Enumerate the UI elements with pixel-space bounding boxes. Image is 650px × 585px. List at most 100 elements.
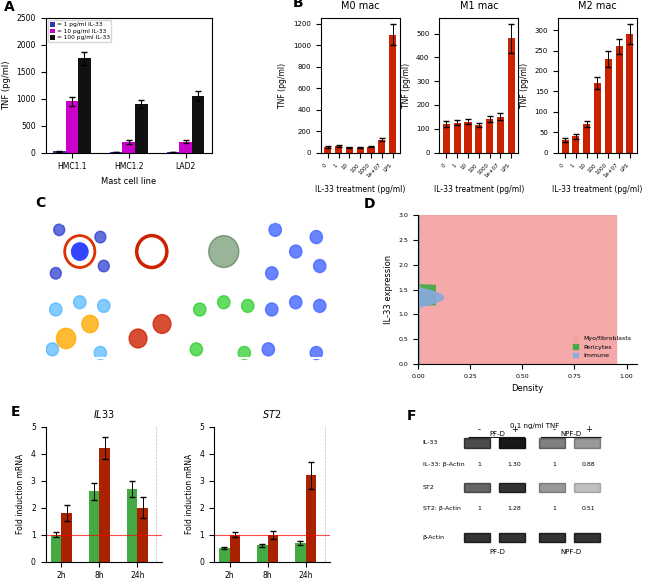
Text: 1.28: 1.28 xyxy=(508,507,521,511)
Circle shape xyxy=(129,329,147,348)
Text: 0.51: 0.51 xyxy=(582,507,595,511)
Bar xyxy=(486,119,493,153)
Text: A: A xyxy=(4,0,14,14)
Y-axis label: Fold induction mRNA: Fold induction mRNA xyxy=(16,454,25,534)
Text: 0.1 ng/ml TNF: 0.1 ng/ml TNF xyxy=(510,423,559,429)
Circle shape xyxy=(190,343,203,356)
Title: M0 mac: M0 mac xyxy=(341,1,380,11)
Text: CD68: CD68 xyxy=(120,221,137,225)
Bar xyxy=(616,46,623,153)
Circle shape xyxy=(290,245,302,258)
Text: PF-D: PF-D xyxy=(489,549,505,555)
Bar xyxy=(538,483,565,492)
Text: C: C xyxy=(35,195,46,209)
Text: DAPI: DAPI xyxy=(264,221,279,225)
Y-axis label: TNF (pg/ml): TNF (pg/ml) xyxy=(402,63,411,108)
Bar xyxy=(257,545,268,562)
Text: ST2: ST2 xyxy=(192,297,204,301)
Bar xyxy=(268,535,278,562)
Circle shape xyxy=(290,296,302,309)
Title: $\it{IL33}$: $\it{IL33}$ xyxy=(93,408,114,420)
Circle shape xyxy=(266,303,278,316)
Circle shape xyxy=(194,303,206,316)
Text: 1: 1 xyxy=(478,507,482,511)
Circle shape xyxy=(72,243,88,260)
Circle shape xyxy=(269,223,281,236)
Bar xyxy=(219,548,230,562)
Legend: = 1 pg/ml IL-33, = 10 pg/ml IL-33, = 100 pg/ml IL-33: = 1 pg/ml IL-33, = 10 pg/ml IL-33, = 100… xyxy=(48,20,111,42)
Bar xyxy=(367,147,374,153)
Circle shape xyxy=(209,236,239,267)
Text: 0.88: 0.88 xyxy=(582,462,595,467)
Bar xyxy=(583,124,590,153)
Text: β-Actin: β-Actin xyxy=(422,535,445,540)
Bar xyxy=(51,535,61,562)
Bar xyxy=(357,148,364,153)
Y-axis label: Fold induction mRNA: Fold induction mRNA xyxy=(185,454,194,534)
Bar xyxy=(465,122,471,153)
Bar xyxy=(443,124,450,153)
Bar xyxy=(464,483,490,492)
Bar xyxy=(499,532,525,542)
Bar xyxy=(89,491,99,562)
Bar xyxy=(378,140,385,153)
Circle shape xyxy=(313,300,326,312)
Circle shape xyxy=(98,300,110,312)
Title: M2 mac: M2 mac xyxy=(578,1,617,11)
Bar xyxy=(538,532,565,542)
Bar xyxy=(454,123,461,153)
Title: M1 mac: M1 mac xyxy=(460,1,498,11)
Text: NPF-D: NPF-D xyxy=(561,431,582,437)
X-axis label: IL-33 treatment (pg/ml): IL-33 treatment (pg/ml) xyxy=(315,184,406,194)
Y-axis label: IL-33 expression: IL-33 expression xyxy=(384,255,393,324)
Text: D: D xyxy=(363,197,375,211)
Bar xyxy=(295,543,306,562)
Bar xyxy=(127,488,137,562)
Bar xyxy=(53,152,66,153)
Circle shape xyxy=(94,346,107,359)
Bar xyxy=(627,34,633,153)
Text: 1: 1 xyxy=(552,507,556,511)
Text: PF-D: PF-D xyxy=(489,431,505,437)
Bar xyxy=(324,147,332,153)
Text: Merge: Merge xyxy=(48,297,68,301)
Circle shape xyxy=(262,343,274,356)
Bar xyxy=(562,140,569,153)
Text: -: - xyxy=(478,425,481,434)
Circle shape xyxy=(57,328,75,349)
Text: ST2: β-Actin: ST2: β-Actin xyxy=(422,507,460,511)
Bar xyxy=(573,483,600,492)
Text: IL-33: β-Actin: IL-33: β-Actin xyxy=(422,462,464,467)
Bar xyxy=(464,438,490,448)
Bar xyxy=(99,448,110,562)
Bar xyxy=(508,38,515,153)
Bar xyxy=(137,508,148,562)
Bar xyxy=(499,438,525,448)
Title: $\it{ST2}$: $\it{ST2}$ xyxy=(263,408,281,420)
Bar xyxy=(66,101,78,153)
Circle shape xyxy=(238,346,250,359)
Bar xyxy=(335,146,342,153)
Legend: Myo/fibroblasts, Pericytes, Immune: Myo/fibroblasts, Pericytes, Immune xyxy=(571,333,634,361)
Bar xyxy=(179,142,192,153)
Circle shape xyxy=(95,231,106,243)
Text: B: B xyxy=(293,0,304,10)
Text: Tryptase: Tryptase xyxy=(120,297,147,301)
Bar xyxy=(572,136,579,153)
Text: -: - xyxy=(552,425,555,434)
Circle shape xyxy=(50,267,61,279)
X-axis label: Density: Density xyxy=(512,384,543,393)
Bar xyxy=(389,35,396,153)
Text: NPF-D: NPF-D xyxy=(561,549,582,555)
Circle shape xyxy=(310,230,322,243)
Text: 1: 1 xyxy=(478,462,482,467)
Bar xyxy=(497,117,504,153)
Text: 1: 1 xyxy=(552,462,556,467)
Bar xyxy=(230,535,240,562)
Bar xyxy=(573,532,600,542)
Text: +: + xyxy=(511,425,518,434)
Circle shape xyxy=(153,315,171,333)
Circle shape xyxy=(73,296,86,309)
Bar xyxy=(192,96,205,153)
Text: IL-33: IL-33 xyxy=(422,441,438,445)
